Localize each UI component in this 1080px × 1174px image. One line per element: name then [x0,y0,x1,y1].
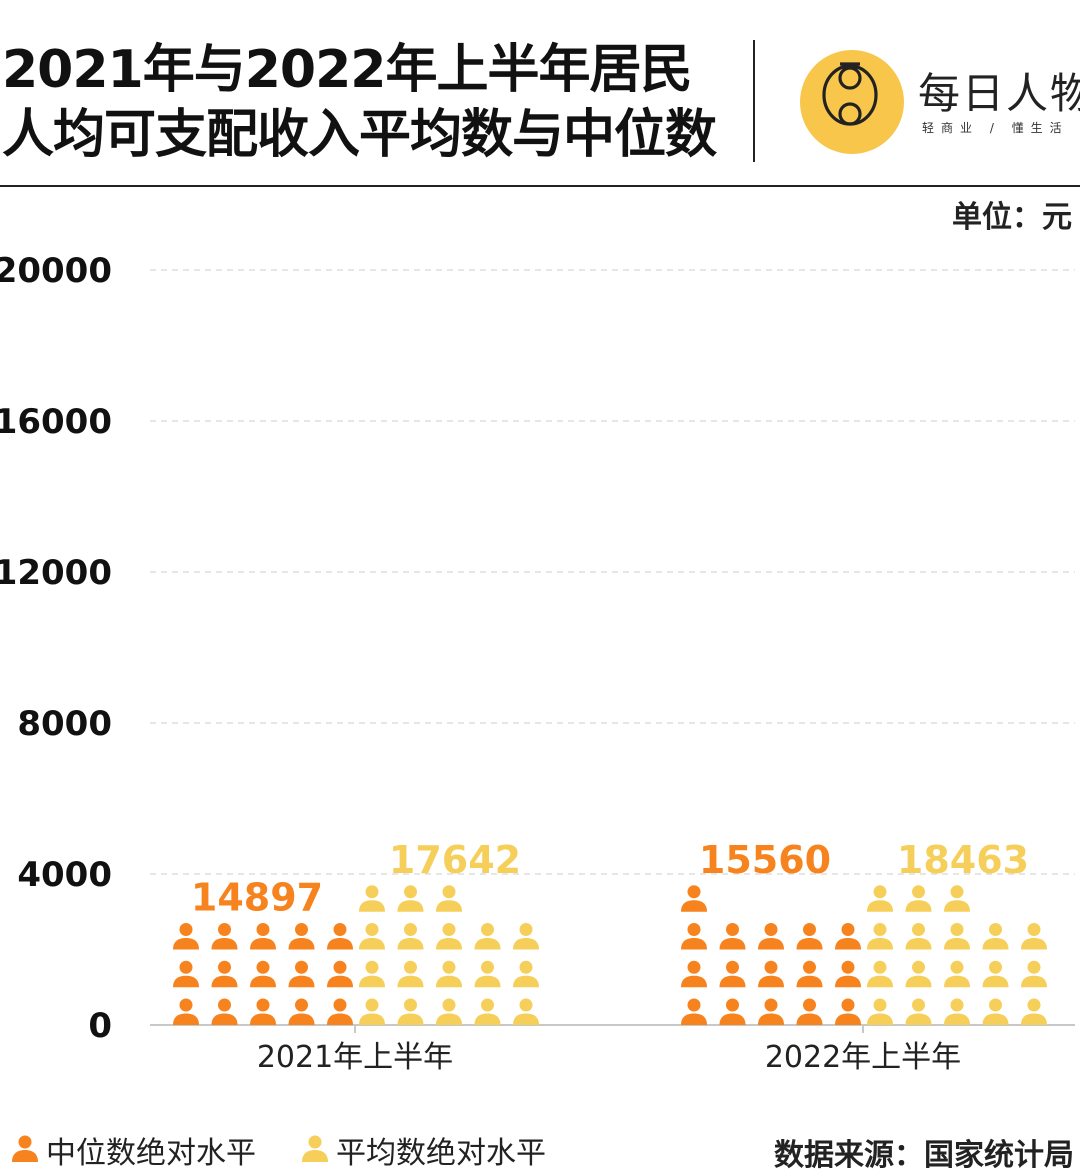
y-tick-label: 20000 [0,251,112,291]
median-person-icon [250,960,276,988]
median-person-icon [327,998,353,1025]
median-person-icon [681,885,707,912]
value-label: 17642 [389,838,521,882]
median-person-icon [835,998,861,1025]
title-line-2: 人均可支配收入平均数与中位数 [2,105,717,165]
mean-person-icon [982,923,1009,950]
unit-label: 单位：元 [952,200,1072,235]
legend-median-person-icon [12,1135,38,1162]
mean-person-icon [1021,960,1047,988]
x-tick-label: 2022年上半年 [765,1040,961,1075]
mean-person-icon [513,923,539,950]
median-person-icon [327,960,353,988]
pictograph-chart: 0 4000 8000 12000 16000 20000 14897 17642 2021年上… [0,251,1075,1075]
mean-person-icon [397,923,424,950]
median-person-icon [288,998,315,1025]
mean-person-icon [905,998,932,1025]
median-person-icon [173,998,199,1025]
brand-name: 每日人物 [918,69,1080,118]
median-person-icon [327,923,353,950]
source-label: 数据来源：国家统计局 [774,1138,1074,1173]
mean-person-icon [944,923,970,950]
median-person-icon [681,923,707,950]
mean-person-icon [474,923,501,950]
mean-person-icon [867,923,893,950]
mean-person-icon [905,960,932,988]
title-line-1: 2021年与2022年上半年居民 [2,40,692,100]
mean-person-icon [436,998,462,1025]
median-person-icon [796,998,823,1025]
median-person-icon [250,923,276,950]
mean-person-icon [436,960,462,988]
mean-person-icon [436,923,462,950]
mean-person-icon [474,960,501,988]
mean-person-icon [867,885,893,912]
median-person-icon [758,998,784,1025]
mean-person-icon [359,885,385,912]
median-person-icon [173,923,199,950]
mean-person-icon [397,960,424,988]
median-person-icon [719,923,746,950]
mean-person-icon [944,960,970,988]
y-tick-label: 12000 [0,553,112,593]
value-label: 14897 [191,876,323,920]
median-person-icon [211,923,238,950]
median-person-icon [758,960,784,988]
mean-person-icon [359,923,385,950]
median-person-icon [211,960,238,988]
chart-title: 2021年与2022年上半年居民 人均可支配收入平均数与中位数 [2,38,717,168]
mean-person-icon [397,885,424,912]
mean-person-icon [982,960,1009,988]
median-person-icon [835,923,861,950]
mean-person-icon [359,960,385,988]
median-person-icon [211,998,238,1025]
mean-person-icon [397,998,424,1025]
median-person-icon [796,960,823,988]
median-person-icon [681,998,707,1025]
mean-person-icon [359,998,385,1025]
mean-person-icon [867,998,893,1025]
mean-person-icon [513,998,539,1025]
mean-person-icon [944,998,970,1025]
legend-mean-person-icon [302,1135,328,1162]
median-person-icon [796,923,823,950]
y-tick-label: 8000 [17,704,112,744]
mean-person-icon [905,885,932,912]
median-person-icon [173,960,199,988]
brand-logo-icon [800,50,904,154]
value-label: 18463 [897,838,1029,882]
legend-mean-label: 平均数绝对水平 [336,1136,546,1171]
mean-person-icon [513,960,539,988]
median-person-icon [719,998,746,1025]
mean-person-icon [1021,998,1047,1025]
mean-person-icon [436,885,462,912]
legend-median-label: 中位数绝对水平 [46,1136,256,1171]
brand-tagline: 轻商业 / 懂生活 [922,121,1069,135]
median-person-icon [835,960,861,988]
mean-person-icon [867,960,893,988]
y-tick-label: 16000 [0,402,112,442]
mean-person-icon [982,998,1009,1025]
median-person-icon [288,960,315,988]
y-tick-label: 0 [88,1006,112,1046]
value-label: 15560 [699,838,831,882]
median-person-icon [288,923,315,950]
mean-person-icon [1021,923,1047,950]
median-person-icon [250,998,276,1025]
median-person-icon [719,960,746,988]
mean-person-icon [944,885,970,912]
mean-person-icon [474,998,501,1025]
header-rule [0,185,1080,187]
header-divider [753,40,755,162]
median-person-icon [758,923,784,950]
mean-person-icon [905,923,932,950]
median-person-icon [681,960,707,988]
x-tick-label: 2021年上半年 [257,1040,453,1075]
y-tick-label: 4000 [17,855,112,895]
